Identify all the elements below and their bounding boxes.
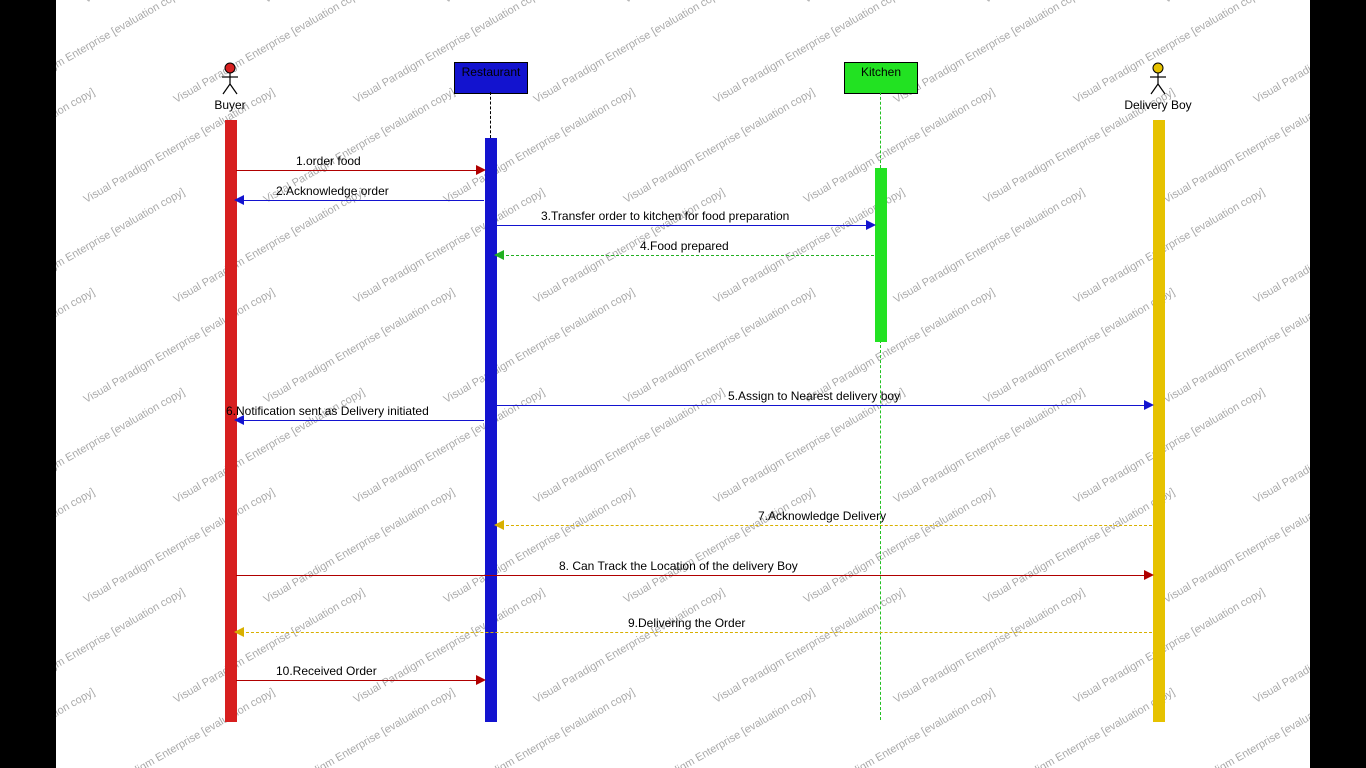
watermark-text: Visual Paradigm Enterprise [evaluation c… xyxy=(802,0,997,6)
message-label: 7.Acknowledge Delivery xyxy=(758,509,886,523)
watermark-text: Visual Paradigm Enterprise [evaluation c… xyxy=(622,486,817,606)
watermark-text: Visual Paradigm Enterprise [evaluation c… xyxy=(622,0,817,6)
watermark-text: Visual Paradigm Enterprise [evaluation c… xyxy=(82,686,277,768)
watermark-text: Visual Paradigm Enterprise [evaluation c… xyxy=(262,686,457,768)
message-label: 5.Assign to Nearest delivery boy xyxy=(728,389,900,403)
arrowhead-icon xyxy=(494,520,504,530)
lifeline-box-kitchen: Kitchen xyxy=(844,62,918,94)
actor-label: Buyer xyxy=(190,98,270,112)
message-label: 3.Transfer order to kitchen for food pre… xyxy=(541,209,789,223)
right-blackbar xyxy=(1310,0,1366,768)
watermark-text: Visual Paradigm Enterprise [evaluation c… xyxy=(442,286,637,406)
watermark-text: Visual Paradigm Enterprise [evaluation c… xyxy=(982,286,1177,406)
watermark-text: Visual Paradigm Enterprise [evaluation c… xyxy=(982,0,1177,6)
watermark-text: Visual Paradigm Enterprise [evaluation c… xyxy=(982,686,1177,768)
watermark-text: Visual Paradigm Enterprise [evaluation c… xyxy=(82,286,277,406)
message-label: 9.Delivering the Order xyxy=(628,616,745,630)
message-line xyxy=(496,225,874,226)
arrowhead-icon xyxy=(476,675,486,685)
arrowhead-icon xyxy=(234,627,244,637)
watermark-text: Visual Paradigm Enterprise [evaluation c… xyxy=(802,86,997,206)
watermark-text: Visual Paradigm Enterprise [evaluation c… xyxy=(442,686,637,768)
watermark-text: Visual Paradigm Enterprise [evaluation c… xyxy=(892,186,1087,306)
watermark-text: Visual Paradigm Enterprise [evaluation c… xyxy=(82,0,277,6)
message-label: 4.Food prepared xyxy=(640,239,729,253)
message-label: 2.Acknowledge order xyxy=(276,184,389,198)
watermark-text: Visual Paradigm Enterprise [evaluation c… xyxy=(442,86,637,206)
arrowhead-icon xyxy=(476,165,486,175)
message-line xyxy=(496,255,874,256)
watermark-text: Visual Paradigm Enterprise [evaluation c… xyxy=(172,186,367,306)
message-line xyxy=(236,420,484,421)
watermark-text: Visual Paradigm Enterprise [evaluation c… xyxy=(712,586,907,706)
arrowhead-icon xyxy=(234,195,244,205)
watermark-text: Visual Paradigm Enterprise [evaluation c… xyxy=(802,686,997,768)
actor-label: Delivery Boy xyxy=(1118,98,1198,112)
watermark-text: Visual Paradigm Enterprise [evaluation c… xyxy=(442,0,637,6)
watermark-text: Visual Paradigm Enterprise [evaluation c… xyxy=(82,486,277,606)
watermark-text: Visual Paradigm Enterprise [evaluation c… xyxy=(892,0,1087,106)
watermark-text: Visual Paradigm Enterprise [evaluation c… xyxy=(622,286,817,406)
watermark-text: Visual Paradigm Enterprise [evaluation c… xyxy=(622,686,817,768)
watermark-text: Visual Paradigm Enterprise [evaluation c… xyxy=(352,586,547,706)
watermark-text: Visual Paradigm Enterprise [evaluation c… xyxy=(802,486,997,606)
watermark-text: Visual Paradigm Enterprise [evaluation c… xyxy=(532,0,727,106)
message-label: 1.order food xyxy=(296,154,361,168)
watermark-text: Visual Paradigm Enterprise [evaluation c… xyxy=(622,86,817,206)
message-line xyxy=(236,575,1152,576)
watermark-text: Visual Paradigm Enterprise [evaluation c… xyxy=(1072,186,1267,306)
watermark-text: Visual Paradigm Enterprise [evaluation c… xyxy=(982,486,1177,606)
message-line xyxy=(496,525,1152,526)
watermark-text: Visual Paradigm Enterprise [evaluation c… xyxy=(262,286,457,406)
activation-kitchen xyxy=(875,168,887,342)
watermark-text: Visual Paradigm Enterprise [evaluation c… xyxy=(262,486,457,606)
watermark-text: Visual Paradigm Enterprise [evaluation c… xyxy=(892,586,1087,706)
lifeline-dash xyxy=(880,92,881,168)
sequence-diagram-canvas: Visual Paradigm Enterprise [evaluation c… xyxy=(0,0,1366,768)
message-label: 6.Notification sent as Delivery initiate… xyxy=(226,404,429,418)
arrowhead-icon xyxy=(1144,400,1154,410)
lifeline-dash xyxy=(490,92,491,138)
watermark-text: Visual Paradigm Enterprise [evaluation c… xyxy=(262,0,457,6)
watermark-text: Visual Paradigm Enterprise [evaluation c… xyxy=(802,286,997,406)
left-blackbar xyxy=(0,0,56,768)
arrowhead-icon xyxy=(494,250,504,260)
message-line xyxy=(236,200,484,201)
arrowhead-icon xyxy=(1144,570,1154,580)
actor-buyer: Buyer xyxy=(190,62,270,112)
lifeline-box-restaurant: Restaurant xyxy=(454,62,528,94)
watermark-text: Visual Paradigm Enterprise [evaluation c… xyxy=(352,186,547,306)
watermark-text: Visual Paradigm Enterprise [evaluation c… xyxy=(532,586,727,706)
watermark-text: Visual Paradigm Enterprise [evaluation c… xyxy=(172,586,367,706)
activation-delivery xyxy=(1153,120,1165,722)
message-line xyxy=(236,632,1152,633)
message-label: 8. Can Track the Location of the deliver… xyxy=(559,559,798,573)
watermark-text: Visual Paradigm Enterprise [evaluation c… xyxy=(442,486,637,606)
message-line xyxy=(236,680,484,681)
message-line xyxy=(236,170,484,171)
message-label: 10.Received Order xyxy=(276,664,377,678)
watermark-text: Visual Paradigm Enterprise [evaluation c… xyxy=(1072,586,1267,706)
message-line xyxy=(496,405,1152,406)
actor-delivery: Delivery Boy xyxy=(1118,62,1198,112)
arrowhead-icon xyxy=(866,220,876,230)
